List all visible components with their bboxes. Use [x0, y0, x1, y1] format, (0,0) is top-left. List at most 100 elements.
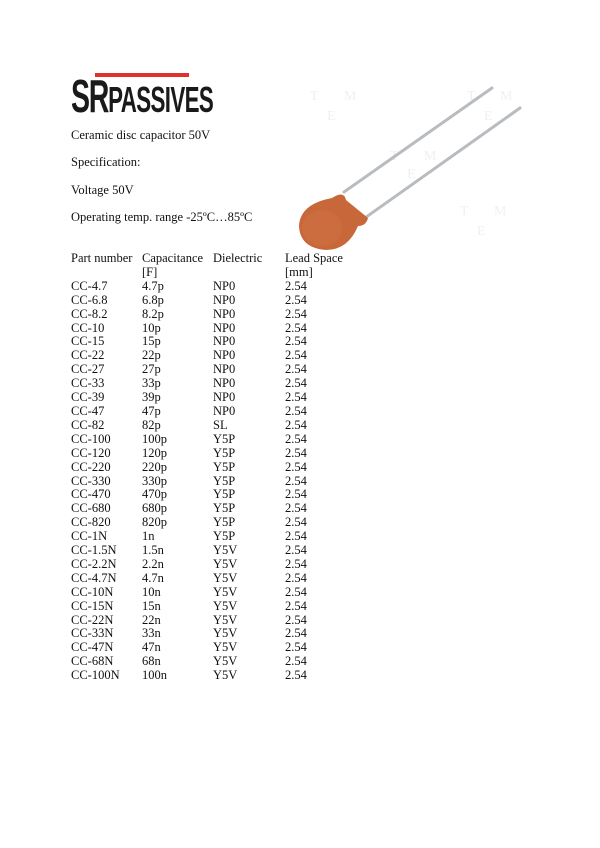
table-row: CC-120 120p Y5P 2.54	[71, 445, 365, 461]
cell-capacitance: 10p	[142, 320, 161, 335]
svg-text:E: E	[407, 167, 416, 182]
cell-dielectric: Y5P	[213, 473, 236, 488]
cell-capacitance: 1n	[142, 529, 155, 544]
cell-lead-space: 2.54	[285, 390, 307, 405]
parts-table: Part number Capacitance [F] Dielectric Lead …	[71, 251, 365, 683]
cell-capacitance: 10n	[142, 584, 161, 599]
cell-lead-space: 2.54	[285, 417, 307, 432]
cell-part-number: CC-4.7N	[71, 570, 117, 585]
cell-dielectric: Y5P	[213, 445, 236, 460]
cell-capacitance: 100p	[142, 431, 167, 446]
cell-capacitance: 15p	[142, 334, 161, 349]
cell-dielectric: Y5V	[213, 640, 238, 655]
cell-capacitance: 15n	[142, 598, 161, 613]
table-row: CC-82 82p SL 2.54	[71, 417, 365, 433]
voltage-text: Voltage 50V	[71, 183, 134, 197]
table-row: CC-6.8 6.8p NP0 2.54	[71, 292, 365, 308]
cell-part-number: CC-1N	[71, 529, 108, 544]
cell-capacitance: 33p	[142, 376, 161, 391]
cell-dielectric: Y5V	[213, 556, 238, 571]
svg-text:T: T	[310, 89, 319, 104]
svg-text:T: T	[460, 204, 469, 219]
cell-dielectric: Y5P	[213, 459, 236, 474]
table-row: CC-1N 1n Y5P 2.54	[71, 529, 365, 544]
cell-part-number: CC-820	[71, 515, 111, 530]
header-dielectric: Dielectric	[213, 251, 285, 280]
cell-capacitance: 68n	[142, 654, 161, 669]
header-line1: Dielectric	[213, 251, 263, 265]
cell-dielectric: NP0	[213, 348, 236, 363]
table-row: CC-680 680p Y5P 2.54	[71, 501, 365, 516]
cell-part-number: CC-330	[71, 473, 111, 488]
table-row: CC-4.7 4.7p NP0 2.54	[71, 278, 365, 294]
cell-capacitance: 470p	[142, 487, 167, 502]
cell-dielectric: Y5P	[213, 487, 236, 502]
table-row: CC-8.2 8.2p NP0 2.54	[71, 307, 365, 322]
header-line2	[71, 266, 142, 280]
table-row: CC-10 10p NP0 2.54	[71, 320, 365, 336]
cell-part-number: CC-68N	[71, 654, 114, 669]
cell-lead-space: 2.54	[285, 640, 307, 655]
cell-dielectric: NP0	[213, 390, 236, 405]
cell-dielectric: SL	[213, 417, 228, 432]
cell-part-number: CC-47	[71, 403, 105, 418]
table-row: CC-100 100p Y5P 2.54	[71, 431, 365, 447]
cell-lead-space: 2.54	[285, 459, 307, 474]
cell-lead-space: 2.54	[285, 556, 307, 571]
cell-lead-space: 2.54	[285, 292, 307, 307]
cell-capacitance: 4.7n	[142, 570, 164, 585]
cell-part-number: CC-27	[71, 362, 105, 377]
logo-sr: SR	[71, 70, 109, 122]
cell-lead-space: 2.54	[285, 598, 307, 613]
cell-capacitance: 1.5n	[142, 543, 164, 558]
cell-part-number: CC-33N	[71, 626, 114, 641]
header-lead-space: Lead Space [mm]	[285, 251, 365, 280]
cell-dielectric: Y5P	[213, 529, 236, 544]
cell-lead-space: 2.54	[285, 529, 307, 544]
cell-dielectric: Y5V	[213, 543, 238, 558]
header-line1: Lead Space	[285, 251, 343, 265]
capacitor-lead	[360, 106, 522, 222]
cell-dielectric: NP0	[213, 334, 236, 349]
table-row: CC-33N 33n Y5V 2.54	[71, 627, 365, 641]
cell-dielectric: Y5V	[213, 668, 238, 683]
cell-dielectric: NP0	[213, 292, 236, 307]
cell-capacitance: 82p	[142, 417, 161, 432]
table-row: CC-15 15p NP0 2.54	[71, 335, 365, 349]
svg-text:T: T	[467, 89, 476, 104]
header-line2: [mm]	[285, 264, 313, 279]
table-row: CC-15N 15n Y5V 2.54	[71, 598, 365, 614]
cell-dielectric: Y5V	[213, 598, 238, 613]
cell-part-number: CC-22N	[71, 612, 114, 627]
cell-lead-space: 2.54	[285, 278, 307, 293]
cell-capacitance: 33n	[142, 626, 161, 641]
cell-capacitance: 4.7p	[142, 278, 164, 293]
cell-capacitance: 2.2n	[142, 556, 164, 571]
cell-lead-space: 2.54	[285, 473, 307, 488]
table-row: CC-10N 10n Y5V 2.54	[71, 584, 365, 600]
cell-part-number: CC-10	[71, 320, 105, 335]
table-row: CC-100N 100n Y5V 2.54	[71, 668, 365, 683]
cell-lead-space: 2.54	[285, 654, 307, 669]
cell-part-number: CC-470	[71, 487, 111, 502]
table-row: CC-1.5N 1.5n Y5V 2.54	[71, 543, 365, 558]
table-header-row: Part number Capacitance [F] Dielectric Lead …	[71, 251, 365, 280]
cell-part-number: CC-120	[71, 445, 111, 460]
cell-dielectric: Y5V	[213, 584, 238, 599]
cell-capacitance: 6.8p	[142, 292, 164, 307]
product-title: Ceramic disc capacitor 50V	[71, 128, 211, 142]
table-row: CC-22N 22n Y5V 2.54	[71, 612, 365, 628]
cell-dielectric: NP0	[213, 376, 236, 391]
table-row: CC-68N 68n Y5V 2.54	[71, 654, 365, 669]
srpassives-logo: SRPASSIVES	[71, 70, 214, 122]
cell-capacitance: 39p	[142, 390, 161, 405]
cell-dielectric: NP0	[213, 320, 236, 335]
cell-lead-space: 2.54	[285, 348, 307, 363]
cell-part-number: CC-100N	[71, 668, 120, 683]
capacitor-lead	[342, 86, 494, 194]
table-row: CC-470 470p Y5P 2.54	[71, 488, 365, 502]
cell-part-number: CC-33	[71, 376, 105, 391]
cell-lead-space: 2.54	[285, 445, 307, 460]
cell-capacitance: 220p	[142, 459, 167, 474]
cell-capacitance: 100n	[142, 668, 167, 683]
